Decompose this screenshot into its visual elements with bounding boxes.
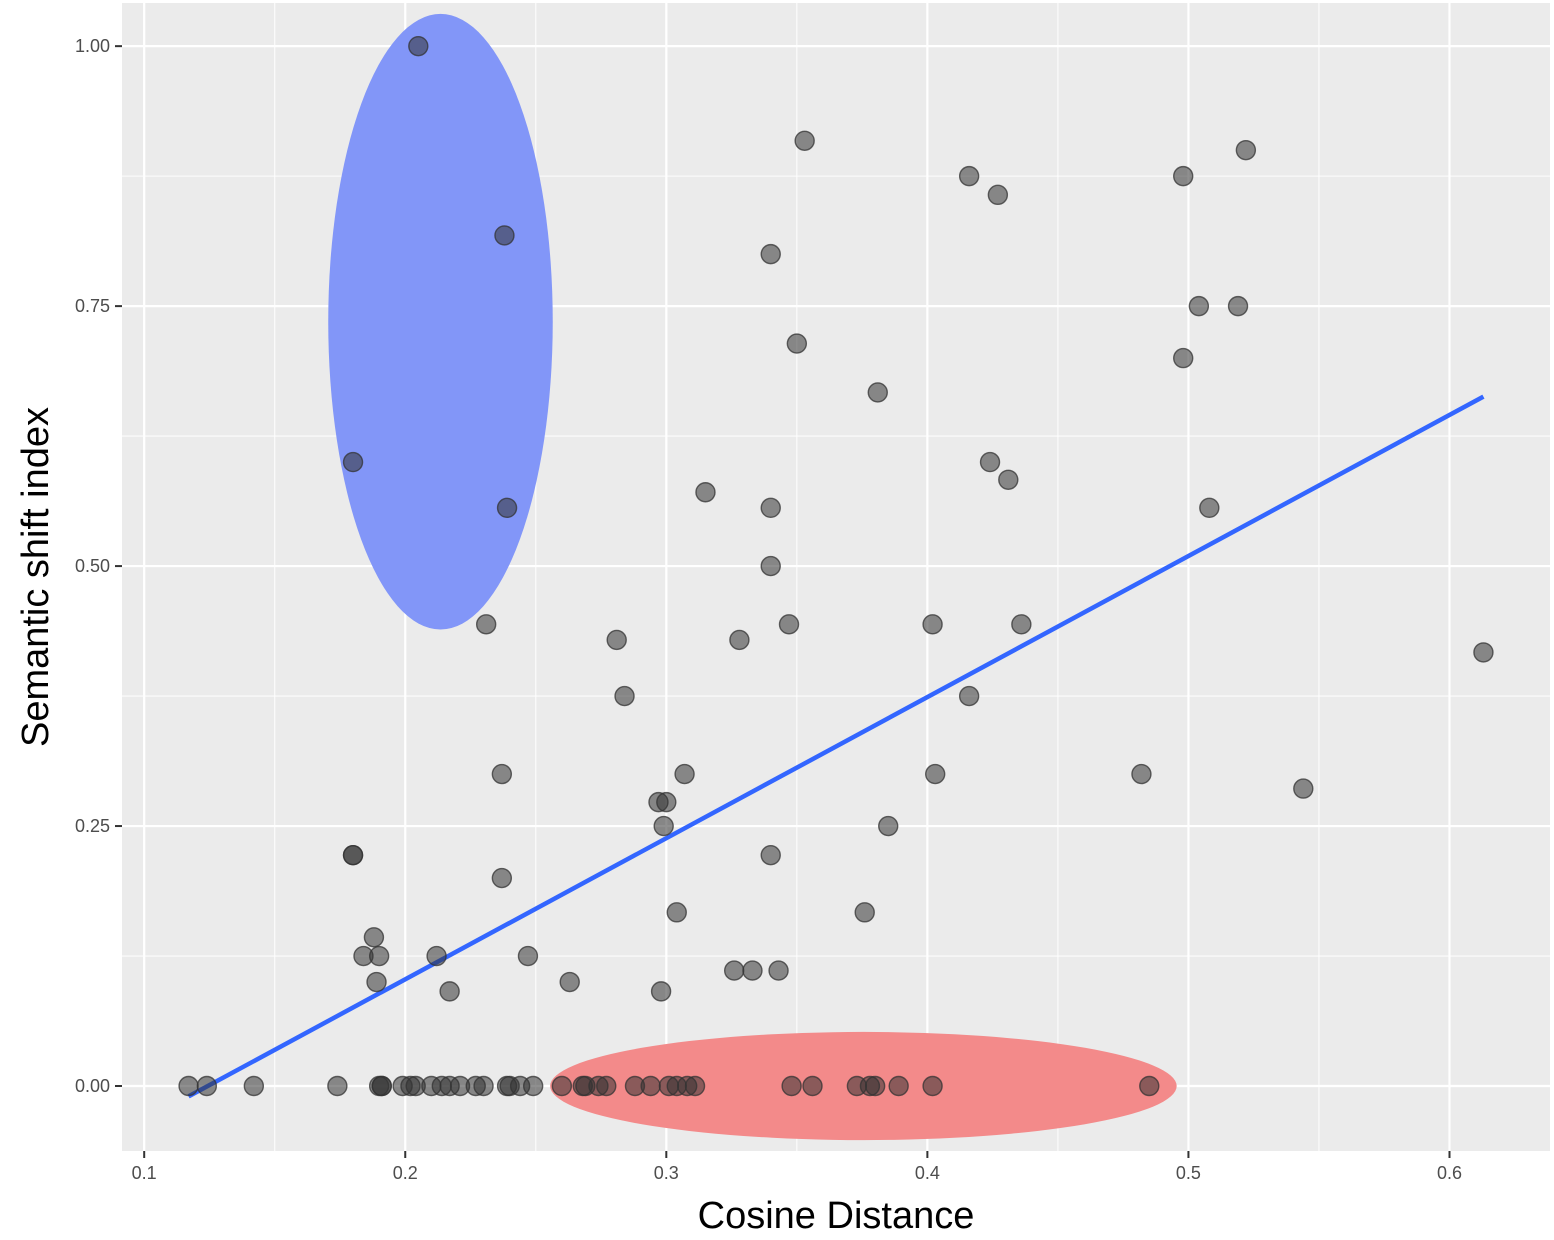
data-point [1131,763,1152,785]
data-point [1235,139,1257,161]
trend-line-group [187,394,1485,1099]
data-point [958,165,980,187]
data-point [1473,642,1494,663]
data-point [987,184,1009,206]
y-tick-label: 0.25 [75,816,110,836]
data-point [363,927,385,948]
data-point [723,960,745,981]
data-point [958,685,980,707]
data-point [491,763,513,785]
data-point [922,1075,943,1097]
data-point [854,902,875,923]
data-point [674,763,695,785]
data-point [473,1075,494,1097]
data-point [979,451,1001,473]
data-point [366,971,387,993]
data-point [243,1075,265,1097]
data-point [371,1075,392,1097]
data-point [1199,497,1220,519]
data-point [695,482,716,503]
data-point [760,497,781,519]
x-tick-label: 0.2 [393,1163,418,1183]
y-tick-label: 0.75 [75,296,110,316]
data-point [760,844,781,866]
x-axis-title: Cosine Distance [698,1195,975,1237]
data-point [408,35,429,57]
data-point [439,981,460,1002]
data-point [551,1075,573,1097]
data-point [656,791,677,813]
x-tick-label: 0.4 [915,1163,940,1183]
data-point [760,243,781,265]
data-point [1188,295,1210,317]
x-tick-label: 0.5 [1176,1163,1201,1183]
data-point [1139,1075,1160,1097]
data-point [496,497,518,519]
data-point [867,382,888,403]
x-axis: 0.1 0.2 0.3 0.4 0.5 0.6 [132,1151,1462,1183]
data-point [614,685,635,707]
data-point [522,1075,544,1097]
y-tick-label: 0.50 [75,556,110,576]
data-point [781,1075,802,1097]
data-point [342,844,364,866]
data-point [196,1075,218,1097]
data-point [491,867,513,889]
data-point [1227,295,1249,317]
data-point [640,1075,661,1097]
data-point [342,451,364,473]
data-point [475,614,497,635]
highlight-region-blue [328,13,553,630]
x-tick-label: 0.3 [654,1163,679,1183]
data-point [878,815,899,837]
data-point [768,960,789,981]
y-axis-title: Semantic shift index [15,407,57,747]
trend-line [187,394,1485,1099]
data-point [653,815,674,837]
data-point [606,629,627,651]
data-point [1173,347,1194,369]
x-tick-label: 0.1 [132,1163,157,1183]
data-point [729,629,750,651]
data-point [802,1075,823,1097]
x-tick-label: 0.6 [1437,1163,1462,1183]
data-point [596,1075,617,1097]
data-point [925,763,946,785]
y-tick-label: 1.00 [75,36,110,56]
data-point [684,1075,706,1097]
data-point [1293,778,1314,799]
data-point [1173,165,1194,187]
data-point [494,225,515,246]
data-point [650,981,672,1002]
y-axis: 0.00 0.25 0.50 0.75 1.00 [75,36,122,1096]
data-point [426,945,447,967]
data-point [786,333,808,354]
data-point [922,614,943,635]
data-point [998,469,1019,490]
data-points [178,35,1494,1097]
data-point [178,1075,199,1097]
data-point [1011,614,1032,635]
data-point [517,945,539,967]
data-point [864,1075,886,1097]
data-point [794,130,815,151]
data-point [778,614,800,635]
data-point [559,971,580,993]
plot-panel [122,3,1550,1151]
data-point [327,1075,348,1097]
data-point [666,902,687,923]
data-point [742,960,763,981]
y-tick-label: 0.00 [75,1076,110,1096]
data-point [888,1075,909,1097]
data-point [368,945,390,967]
data-point [760,555,781,577]
